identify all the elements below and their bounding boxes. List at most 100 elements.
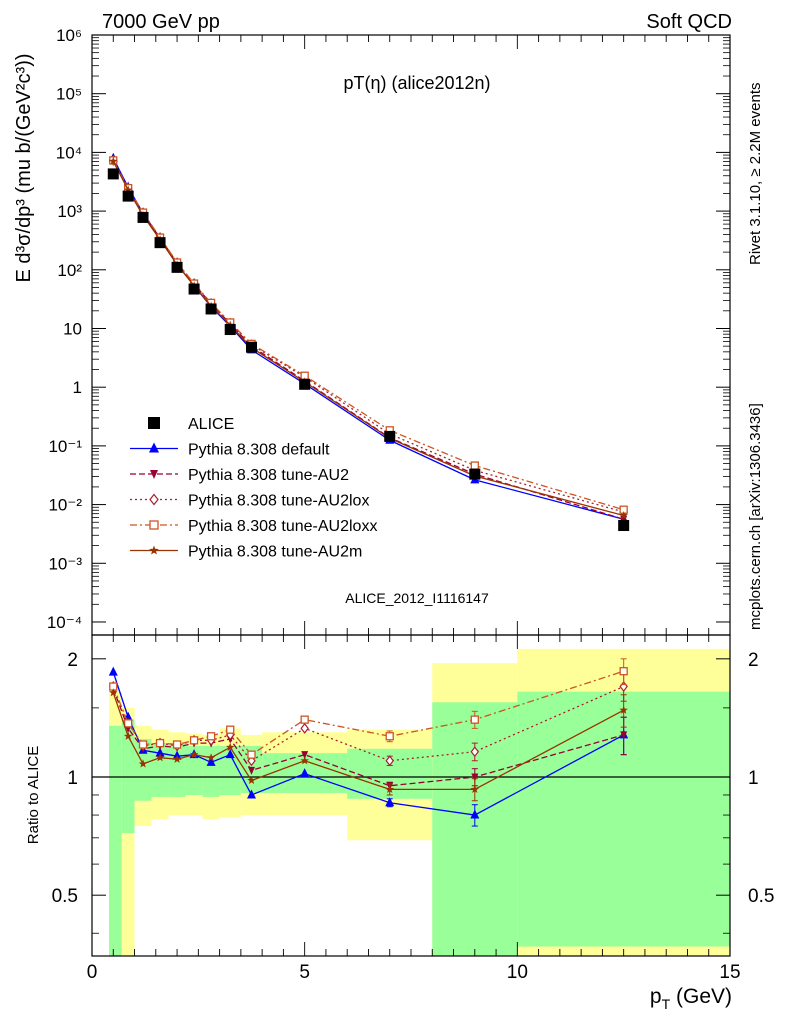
- alice-point: [224, 324, 236, 336]
- x-tick-label: 5: [299, 962, 310, 983]
- ratio-series-marker: [470, 784, 480, 793]
- main-ytick-label: 10⁴: [56, 143, 82, 162]
- main-series-line: [112, 161, 624, 517]
- ratio-series-marker: [189, 736, 199, 745]
- alice-point: [384, 430, 396, 442]
- legend-label: Pythia 8.308 tune-AU2m: [188, 544, 362, 561]
- ratio-series-marker: [206, 732, 216, 741]
- x-tick-labels: 0 5 10 15: [87, 962, 741, 983]
- ratio-series-marker: [189, 750, 199, 759]
- ratio-ytick-label-right: 1: [748, 768, 759, 789]
- ratio-series-marker: [138, 740, 148, 749]
- main-ytick-label: 10⁶: [56, 26, 82, 45]
- ratio-series-marker: [206, 753, 216, 762]
- ratio-axis-label: Ratio to ALICE: [25, 746, 42, 844]
- alice-point: [246, 341, 257, 353]
- main-ytick-label: 10²: [57, 261, 82, 280]
- ratio-series-marker: [619, 667, 628, 676]
- ratio-series-marker: [470, 809, 480, 819]
- ratio-bands: [109, 648, 730, 956]
- legend-marker: [150, 470, 158, 479]
- ratio-series-marker: [300, 768, 310, 778]
- site-label: mcplots.cern.ch [arXiv:1306.3436]: [747, 403, 764, 630]
- ratio-series-marker: [155, 753, 165, 762]
- alice-point: [137, 211, 149, 223]
- main-series-marker: [619, 511, 628, 520]
- ratio-band-inner: [121, 719, 135, 834]
- ratio-curves: [108, 658, 629, 827]
- ratio-series-marker: [124, 719, 133, 728]
- main-series-line: [112, 160, 624, 513]
- ratio-ytick-label-right: 2: [748, 650, 759, 671]
- plot-title: pT(η) (alice2012n): [343, 73, 490, 93]
- ratio-series-marker: [301, 751, 309, 760]
- ratio-series-marker: [385, 732, 394, 741]
- main-ytick-label: 10: [63, 319, 82, 338]
- x-axis-label: pT (GeV): [650, 985, 732, 1012]
- main-ytick-label: 1: [73, 378, 82, 397]
- ratio-band-inner: [185, 745, 203, 795]
- ratio-panel: 0.5 0.5 1 1 2 2: [52, 634, 775, 957]
- ratio-series-marker: [155, 738, 165, 748]
- rivet-label: Rivet 3.1.10, ≥ 2.2M events: [747, 83, 764, 266]
- ratio-band-inner: [134, 738, 152, 801]
- ratio-series-marker: [172, 754, 182, 763]
- ratio-series-marker: [109, 688, 118, 697]
- y-axis-label: E d³σ/dp³ (mu b/(GeV²c³)): [13, 53, 35, 282]
- alice-point: [299, 378, 311, 390]
- main-series-marker: [109, 156, 118, 165]
- alice-point: [205, 303, 217, 315]
- alice-data-points: [107, 168, 630, 532]
- legend-marker: [149, 545, 159, 555]
- ratio-series-marker: [300, 722, 309, 734]
- ratio-series-marker: [385, 784, 394, 793]
- ratio-series-marker: [226, 742, 235, 751]
- x-axis-label-p: p: [650, 985, 662, 1008]
- ratio-series-marker: [247, 776, 256, 785]
- ratio-series-marker: [470, 746, 480, 758]
- alice-point: [122, 190, 134, 202]
- main-series-marker: [123, 185, 133, 194]
- ratio-series-marker: [300, 715, 309, 724]
- ratio-ytick-label-right: 0.5: [748, 886, 774, 907]
- ratio-band-inner: [168, 743, 186, 797]
- x-tick-label: 10: [507, 962, 528, 983]
- ratio-series-marker: [247, 750, 256, 759]
- x-axis-label-unit: (GeV): [670, 985, 732, 1008]
- legend-label: Pythia 8.308 tune-AU2lox: [188, 493, 369, 510]
- ratio-ytick-label-left: 2: [67, 650, 78, 671]
- legend-label: ALICE: [188, 416, 234, 433]
- ratio-series-marker: [247, 789, 256, 799]
- alice-point: [469, 468, 481, 480]
- ratio-series-marker: [172, 740, 182, 749]
- ratio-series-marker: [248, 766, 255, 775]
- ratio-ytick-labels: 0.5 0.5 1 1 2 2: [52, 650, 775, 907]
- main-panel: 10⁻⁴ 10⁻³ 10⁻² 10⁻¹ 1 10 10² 10³ 10⁴ 10⁵ 10⁶ pT(η)…: [47, 26, 731, 636]
- x-tick-label: 15: [719, 962, 740, 983]
- alice-point: [618, 520, 630, 532]
- ratio-band-inner: [432, 702, 518, 956]
- ratio-series-marker: [620, 731, 628, 740]
- legend-label: Pythia 8.308 default: [188, 442, 330, 459]
- x-axis-label-sub: T: [662, 996, 671, 1012]
- main-ytick-label: 10⁵: [56, 85, 82, 104]
- ratio-series-marker: [108, 666, 118, 676]
- main-curves: [108, 152, 629, 524]
- ratio-series-marker: [385, 755, 394, 767]
- main-ytick-label: 10³: [57, 202, 82, 221]
- ratio-band-inner: [202, 745, 220, 797]
- legend-label: Pythia 8.308 tune-AU2loxx: [188, 518, 377, 535]
- legend-marker: [149, 520, 159, 530]
- main-series-marker: [470, 461, 479, 470]
- main-ytick-label: 10⁻²: [48, 496, 82, 515]
- alice-point: [188, 283, 200, 295]
- ratio-band-inner: [219, 745, 241, 795]
- main-ytick-label: 10⁻³: [48, 554, 82, 573]
- main-ytick-label: 10⁻¹: [48, 437, 82, 456]
- x-tick-label: 0: [87, 962, 98, 983]
- ratio-ticks: [91, 635, 731, 956]
- legend-marker: [148, 417, 160, 429]
- ratio-ytick-label-left: 0.5: [52, 886, 78, 907]
- ratio-ytick-label-left: 1: [67, 768, 78, 789]
- main-ticks: [91, 34, 731, 635]
